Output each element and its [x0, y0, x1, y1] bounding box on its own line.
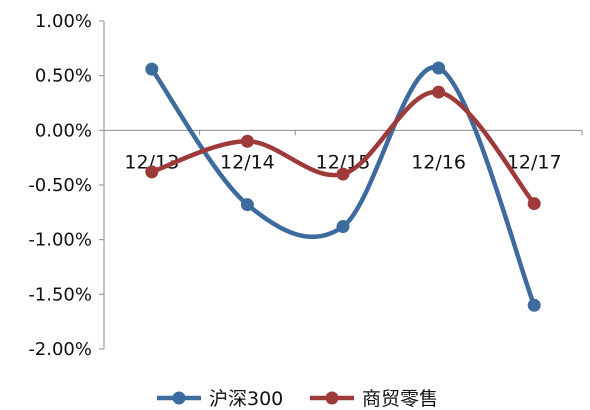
data-point — [527, 197, 541, 211]
data-point — [527, 298, 541, 312]
legend-swatch-marker — [325, 391, 339, 405]
data-point — [145, 165, 159, 179]
series-1 — [145, 61, 541, 312]
y-tick-label: 0.00% — [35, 120, 92, 141]
legend-label: 商贸零售 — [362, 388, 438, 410]
x-tick-label: 12/17 — [507, 151, 562, 173]
data-point — [145, 62, 159, 76]
legend-swatch-marker — [172, 391, 186, 405]
legend-item: 沪深300 — [157, 388, 283, 410]
series-layer — [145, 61, 541, 312]
axes: 1.00% 0.50% 0.00% -0.50% -1.00% -1.50% -2.00% 1… — [28, 11, 583, 360]
y-tick-label: 0.50% — [35, 66, 92, 87]
y-tick-label: -1.00% — [28, 230, 92, 251]
series-line — [149, 89, 537, 206]
x-tick-label: 12/16 — [411, 151, 466, 173]
y-tick-label: -0.50% — [28, 175, 92, 196]
legend-label: 沪深300 — [209, 388, 283, 410]
data-point — [432, 85, 446, 99]
series-line — [149, 65, 537, 308]
data-point — [336, 220, 350, 234]
data-point — [240, 134, 254, 148]
series-2 — [145, 85, 541, 211]
data-point — [336, 167, 350, 181]
legend-item: 商贸零售 — [310, 388, 438, 410]
data-point — [432, 61, 446, 75]
x-tick-label: 12/14 — [220, 151, 275, 173]
y-tick-label: 1.00% — [35, 11, 92, 32]
y-tick-label: -2.00% — [28, 339, 92, 360]
data-point — [240, 198, 254, 212]
y-tick-label: -1.50% — [28, 284, 92, 305]
legend: 沪深300 商贸零售 — [157, 388, 438, 410]
